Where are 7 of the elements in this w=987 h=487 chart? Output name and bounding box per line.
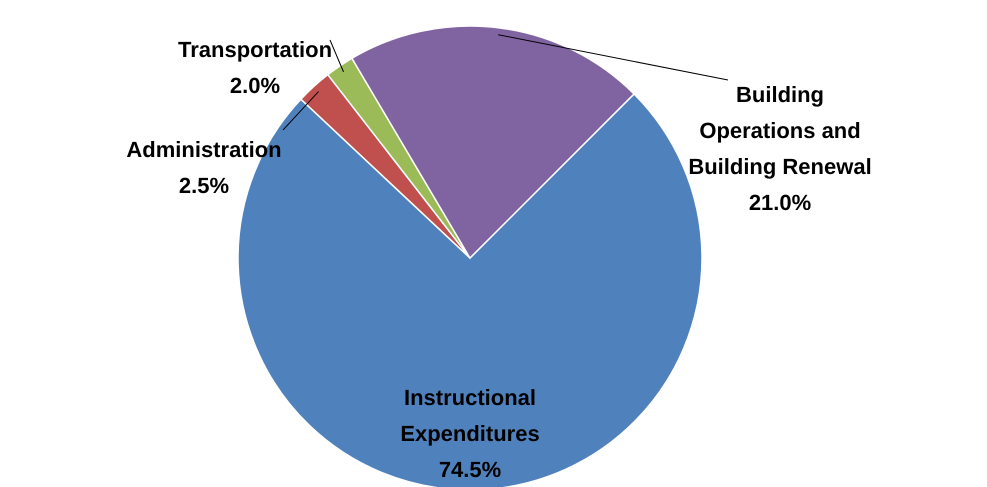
data-label: 2.5% (178, 173, 230, 198)
slice-label: Instructional Expenditures (400, 385, 540, 446)
slice-label: Transportation (178, 37, 332, 62)
data-label: 2.0% (230, 73, 280, 98)
data-label: 21.0% (748, 190, 812, 215)
slice-label: Building Operations and Building Renewal (688, 82, 872, 179)
data-label: 74.5% (438, 457, 502, 482)
